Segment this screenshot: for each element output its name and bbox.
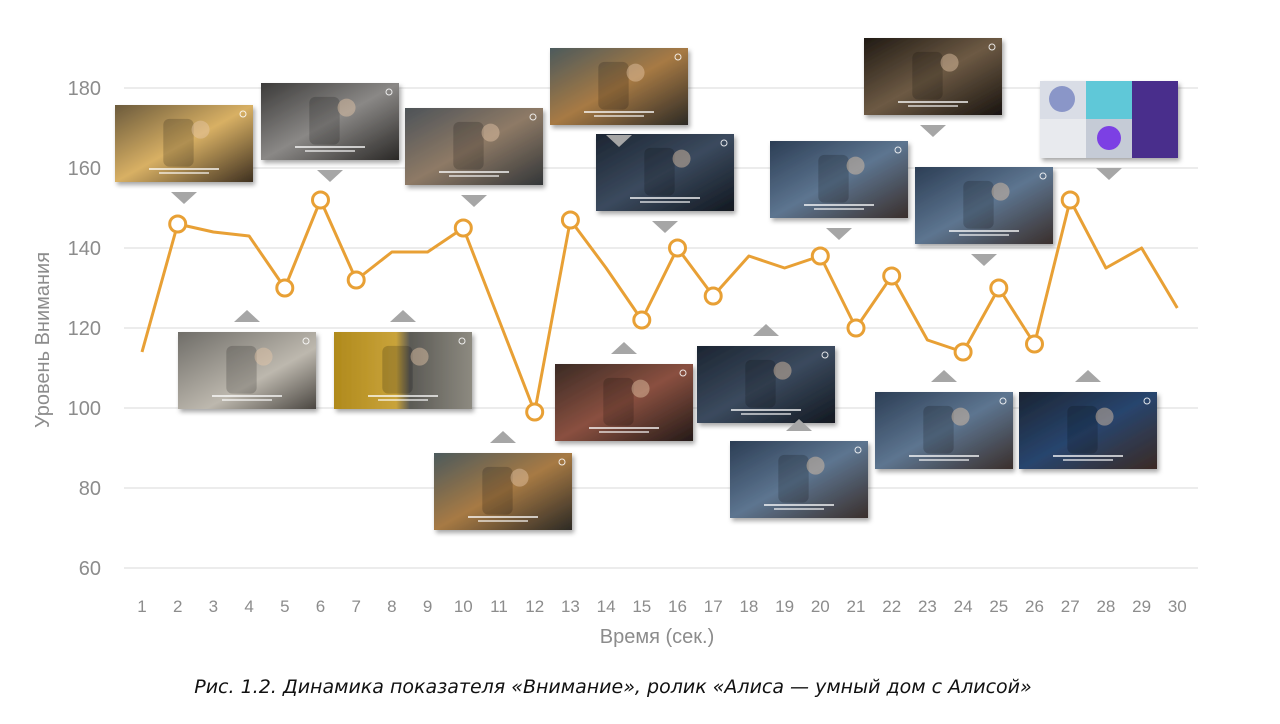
frame-kettle: [261, 83, 399, 160]
frame-woman-table: [115, 105, 253, 182]
data-point-marker: [168, 214, 188, 234]
frame-family-room: [875, 392, 1013, 469]
data-point-marker: [846, 318, 866, 338]
x-tick-label: 21: [847, 597, 866, 616]
data-point-marker: [311, 190, 330, 210]
x-tick-label: 6: [316, 597, 325, 616]
frame-pointer: [234, 310, 260, 322]
x-tick-label: 30: [1168, 597, 1187, 616]
data-point-marker: [560, 210, 580, 230]
x-tick-label: 26: [1025, 597, 1044, 616]
y-tick-labels: 60 80 100 120 140 160 180: [68, 78, 101, 580]
x-tick-label: 23: [918, 597, 937, 616]
y-tick-label: 120: [68, 318, 101, 340]
data-point-marker: [668, 238, 687, 258]
frame-man-phone: [405, 108, 543, 185]
x-tick-label: 17: [704, 597, 723, 616]
frame-bedroom-dark: [697, 346, 835, 423]
x-tick-label: 27: [1061, 597, 1080, 616]
data-point-marker: [953, 342, 973, 362]
frame-pointer: [390, 310, 416, 322]
x-tick-label: 3: [209, 597, 218, 616]
x-tick-label: 5: [280, 597, 289, 616]
data-point-marker: [810, 246, 830, 266]
video-frame-thumbnails: [115, 38, 1178, 530]
x-tick-label: 14: [597, 597, 616, 616]
x-tick-label: 20: [811, 597, 830, 616]
frame-bedroom-night: [596, 134, 734, 211]
frame-hand-device: [864, 38, 1002, 115]
frame-smart-speaker: [178, 332, 316, 409]
y-axis-label: Уровень Внимания: [32, 252, 54, 428]
frame-elevator: [334, 332, 472, 409]
x-tick-label: 18: [739, 597, 758, 616]
data-point-marker: [346, 270, 366, 290]
frame-cat-window-2: [550, 48, 688, 125]
x-tick-label: 25: [989, 597, 1008, 616]
x-tick-label: 8: [387, 597, 396, 616]
frame-pointer: [606, 135, 632, 147]
frame-pointer: [786, 419, 812, 431]
x-tick-label: 4: [244, 597, 253, 616]
frame-pointer: [1075, 370, 1101, 382]
data-point-marker: [453, 218, 473, 238]
x-tick-label: 9: [423, 597, 432, 616]
frame-pointer: [920, 125, 946, 137]
x-tick-label: 11: [490, 597, 508, 616]
y-tick-label: 60: [79, 558, 101, 580]
x-tick-label: 12: [525, 597, 544, 616]
x-tick-label: 2: [173, 597, 182, 616]
frame-product-ad: [1040, 81, 1178, 158]
frame-kids-room: [730, 441, 868, 518]
frame-pointers: [171, 125, 1122, 443]
frame-man-kids-room: [770, 141, 908, 218]
y-tick-label: 160: [68, 158, 101, 180]
x-tick-label: 29: [1132, 597, 1151, 616]
y-tick-label: 140: [68, 238, 101, 260]
frame-pointer: [971, 254, 997, 266]
frame-pointer: [1096, 168, 1122, 180]
frame-pointer: [461, 195, 487, 207]
data-point-marker: [1060, 190, 1080, 210]
frame-pointer: [171, 192, 197, 204]
frame-pointer: [611, 342, 637, 354]
data-point-marker: [989, 278, 1009, 298]
x-tick-label: 28: [1096, 597, 1115, 616]
figure-caption: Рис. 1.2. Динамика показателя «Внимание»…: [194, 676, 1032, 698]
frame-woman-sleeping: [555, 364, 693, 441]
attention-series-line: [140, 198, 1179, 414]
y-tick-label: 80: [79, 478, 101, 500]
frame-pointer: [826, 228, 852, 240]
data-point-marker: [1025, 334, 1044, 354]
x-axis-label: Время (сек.): [600, 626, 714, 648]
frame-pointer: [490, 431, 516, 443]
series-markers: [168, 190, 1080, 422]
data-point-marker: [632, 310, 652, 330]
x-tick-label: 10: [454, 597, 473, 616]
x-tick-label: 16: [668, 597, 687, 616]
frame-speaker-glow: [1019, 392, 1157, 469]
frame-pointer: [317, 170, 343, 182]
frame-family-room-2: [915, 167, 1053, 244]
data-point-marker: [703, 286, 723, 306]
frame-cat-window: [434, 453, 572, 530]
data-point-marker: [882, 266, 902, 286]
y-tick-label: 180: [68, 78, 101, 100]
x-tick-labels: 1 2 3 4 5 6 7 8 9 10 11 12 13 14 15 16 17 18 19 20 21 22 23 24 2…: [137, 597, 1186, 616]
frame-pointer: [652, 221, 678, 233]
data-point-marker: [275, 278, 295, 298]
x-tick-label: 19: [775, 597, 794, 616]
x-tick-label: 7: [351, 597, 360, 616]
frame-pointer: [753, 324, 779, 336]
x-tick-label: 22: [882, 597, 901, 616]
x-tick-label: 15: [632, 597, 651, 616]
frame-pointer: [931, 370, 957, 382]
y-tick-label: 100: [68, 398, 101, 420]
data-point-marker: [525, 402, 545, 422]
x-tick-label: 1: [137, 597, 146, 616]
x-tick-label: 13: [561, 597, 580, 616]
x-tick-label: 24: [954, 597, 973, 616]
